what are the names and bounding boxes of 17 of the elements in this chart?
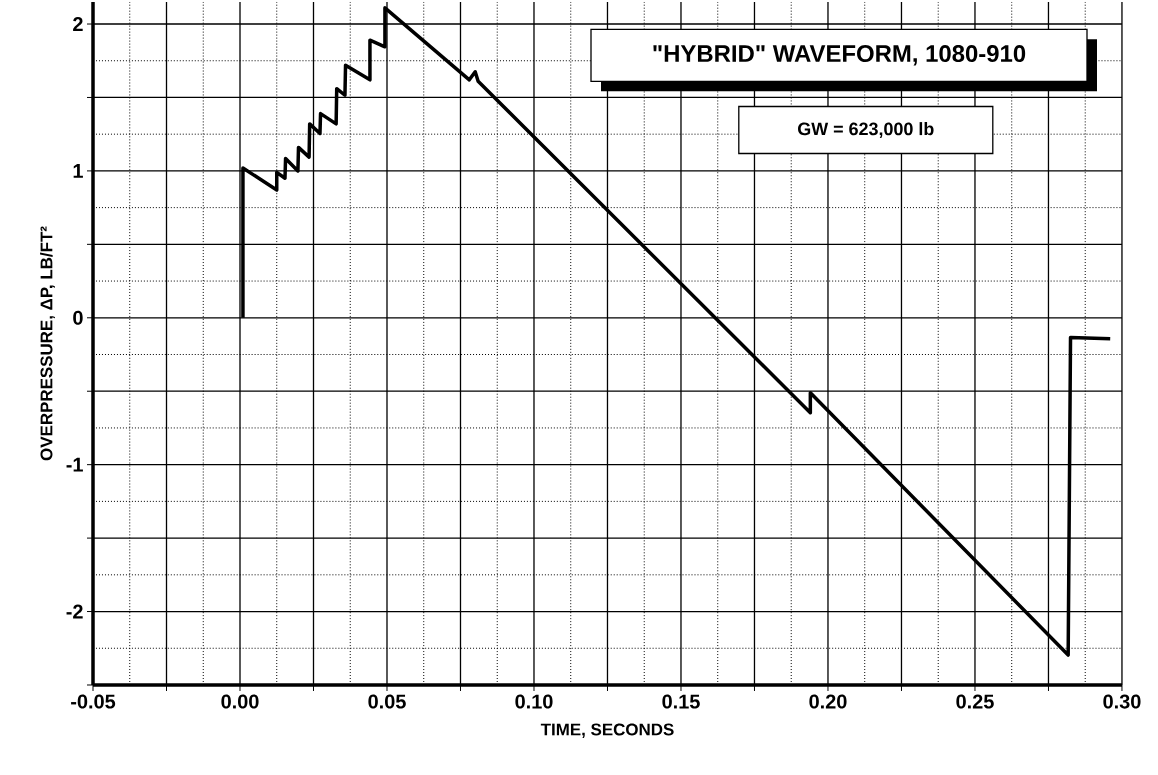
x-tick-label: 0.00 xyxy=(221,694,259,709)
text: "HYBRID" WAVEFORM, 1080-910 xyxy=(653,45,1026,66)
x-tick-label: 0.15 xyxy=(662,694,700,709)
x-tick-label: 0.25 xyxy=(956,694,994,709)
x-tick-label: 0.05 xyxy=(368,694,406,709)
y-tick-label: 1 xyxy=(73,164,83,178)
x-tick-label: 0.20 xyxy=(809,694,847,709)
y-tick-label: 2 xyxy=(73,17,83,31)
y-tick-label: 0 xyxy=(73,310,83,325)
x-tick-label: 0.10 xyxy=(515,694,553,709)
x-tick-label: 0.30 xyxy=(1103,694,1141,709)
annotation: GW = 623,000 lb xyxy=(798,122,934,138)
y-tick-label: -1 xyxy=(66,457,83,472)
x-axis-title: TIME, SECONDS xyxy=(540,723,674,738)
y-axis-title: OVERPRESSURE, ΔP, LB/FT² xyxy=(40,226,55,461)
x-tick-label: -0.05 xyxy=(71,694,116,709)
y-tick-label: -2 xyxy=(66,604,83,619)
